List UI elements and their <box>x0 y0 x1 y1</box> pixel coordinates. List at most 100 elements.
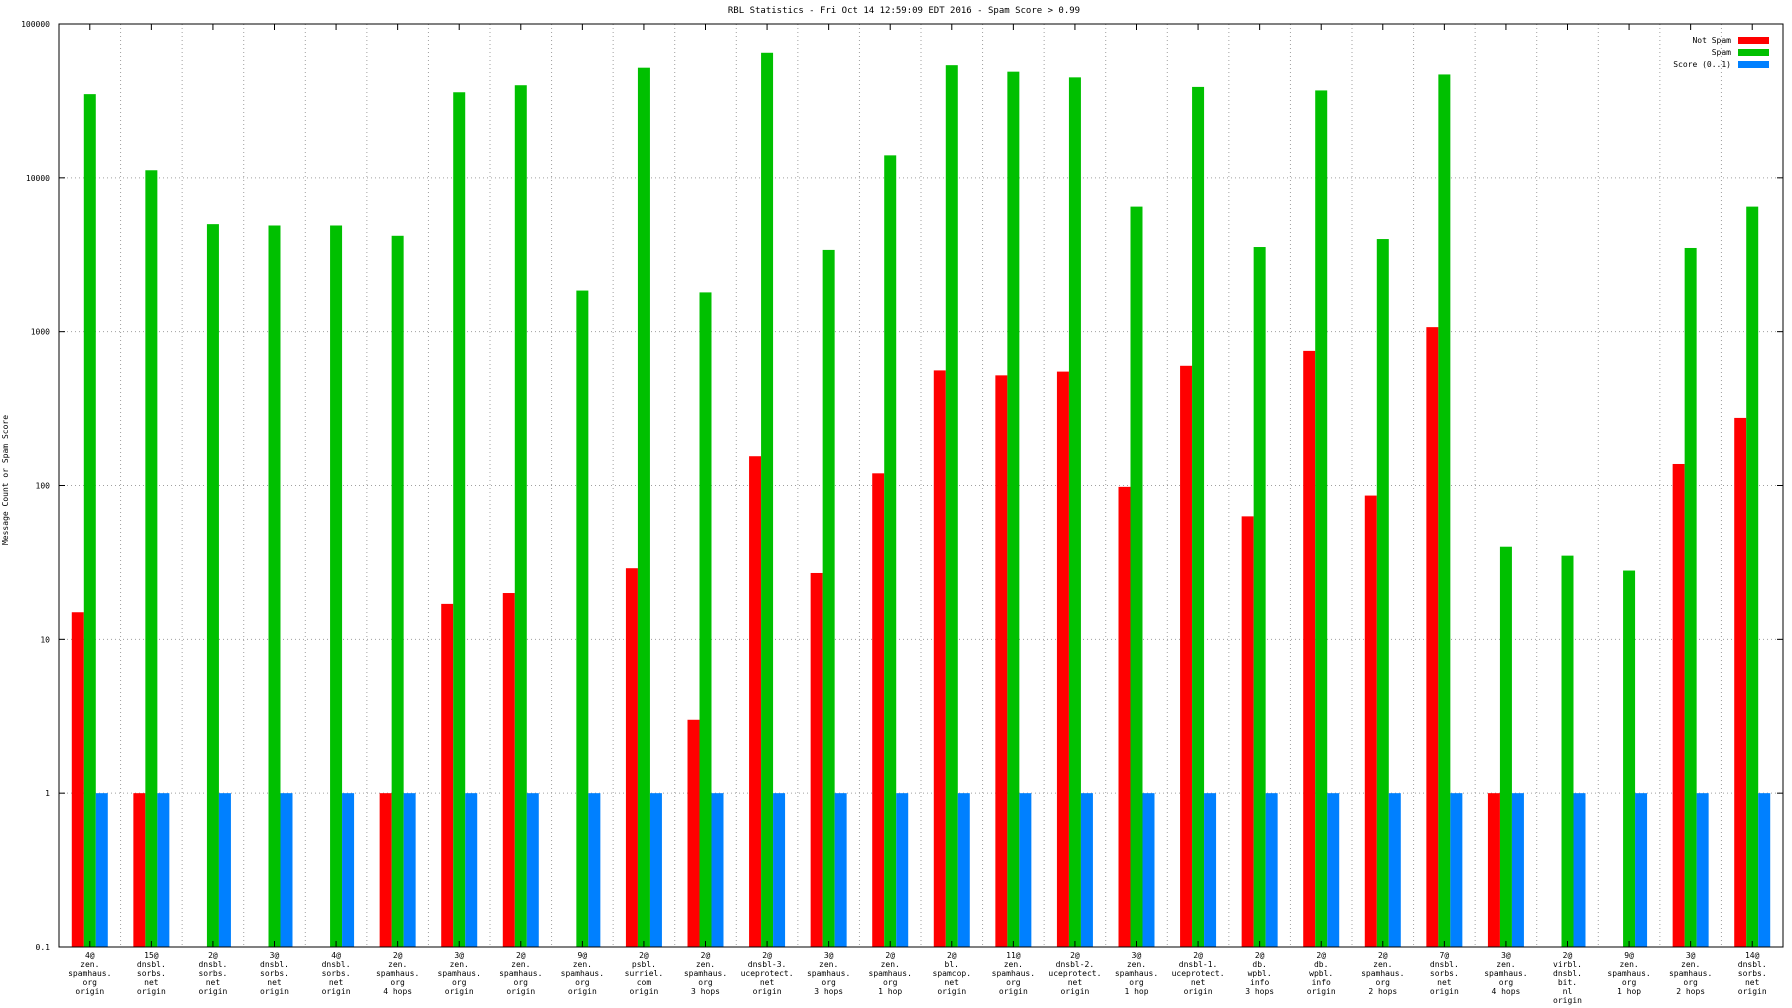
bar-spam <box>330 225 343 947</box>
bar-score-0-1- <box>1142 793 1155 947</box>
x-tick-label-line: org <box>390 978 405 987</box>
bar-not-spam <box>502 593 515 947</box>
x-tick-label-line: 15@ <box>144 951 159 960</box>
x-tick-label-line: 3@ <box>454 951 464 960</box>
x-tick-label-line: origin <box>1553 996 1582 1005</box>
bar-spam <box>1192 86 1205 947</box>
x-tick-label-line: 2@ <box>208 951 218 960</box>
bar-score-0-1- <box>711 793 724 947</box>
x-tick-label-line: 3 hops <box>691 987 720 996</box>
x-tick-label-line: wpbl. <box>1248 969 1272 978</box>
x-tick-label-line: net <box>1745 978 1760 987</box>
bar-spam <box>1561 555 1574 947</box>
x-tick-label-line: 7@ <box>1440 951 1450 960</box>
x-tick-label-line: spamhaus. <box>807 969 850 978</box>
x-tick-label-line: net <box>206 978 221 987</box>
bar-score-0-1- <box>157 793 170 947</box>
x-tick-label-line: spamhaus. <box>869 969 912 978</box>
x-tick-label-line: 2@ <box>1070 951 1080 960</box>
x-tick-label: 2@ psbl. surriel. com origin <box>625 951 664 996</box>
x-tick-label-line: org <box>883 978 898 987</box>
x-tick-label-line: bit. <box>1558 978 1577 987</box>
bar-not-spam <box>1118 486 1131 947</box>
x-tick-label-line: org <box>1129 978 1144 987</box>
x-tick-label-line: org <box>698 978 713 987</box>
bar-spam <box>1684 247 1697 947</box>
legend-swatch <box>1738 61 1769 68</box>
x-tick-label-line: zen. <box>388 960 407 969</box>
bar-score-0-1- <box>649 793 662 947</box>
bar-spam <box>145 170 158 947</box>
legend-label: Not Spam <box>1692 36 1731 45</box>
bar-score-0-1- <box>95 793 108 947</box>
x-tick-label-line: zen. <box>819 960 838 969</box>
x-tick-label-line: virbl. <box>1553 960 1582 969</box>
bar-spam <box>1746 206 1759 947</box>
bar-score-0-1- <box>1758 793 1771 947</box>
x-tick-label: 4@ zen. spamhaus. org origin <box>68 951 111 996</box>
x-tick-label: 2@ zen. spamhaus. org 2 hops <box>1361 951 1404 996</box>
x-tick-label-line: 2@ <box>701 951 711 960</box>
bar-spam <box>945 65 958 948</box>
x-tick-label-line: dnsbl. <box>137 960 166 969</box>
x-tick-label-line: 1 hop <box>1124 987 1148 996</box>
x-tick-label-line: uceprotect. <box>741 969 794 978</box>
x-tick-label: 7@ dnsbl. sorbs. net origin <box>1430 951 1459 996</box>
legend-swatch <box>1738 37 1769 44</box>
x-tick-label-line: 2@ <box>1193 951 1203 960</box>
x-tick-label-line: origin <box>629 987 658 996</box>
bar-score-0-1- <box>1573 793 1586 947</box>
x-tick-label: 15@ dnsbl. sorbs. net origin <box>137 951 166 996</box>
x-tick-label-line: spamhaus. <box>992 969 1035 978</box>
x-tick-label-line: dnsbl-2. <box>1056 960 1095 969</box>
legend-label: Score (0..1) <box>1673 60 1731 69</box>
x-tick-label: 3@ zen. spamhaus. org 1 hop <box>1115 951 1158 996</box>
x-tick-label-line: psbl. <box>632 960 656 969</box>
legend-label: Spam <box>1712 48 1731 57</box>
x-tick-label: 3@ zen. spamhaus. org 3 hops <box>807 951 850 996</box>
x-tick-label-line: dnsbl. <box>260 960 289 969</box>
x-tick-label-line: dnsbl-3. <box>748 960 787 969</box>
x-tick-label-line: zen. <box>1004 960 1023 969</box>
bar-spam <box>206 224 219 947</box>
x-tick-label: 3@ zen. spamhaus. org origin <box>438 951 481 996</box>
x-tick-label-line: org <box>1622 978 1637 987</box>
bar-score-0-1- <box>1696 793 1709 947</box>
bar-score-0-1- <box>1080 793 1093 947</box>
x-tick-label: 11@ zen. spamhaus. org origin <box>992 951 1035 996</box>
x-tick-label-line: spamcop. <box>933 969 972 978</box>
x-tick-label: 2@ zen. spamhaus. org 1 hop <box>869 951 912 996</box>
bar-spam <box>1068 77 1081 947</box>
x-tick-label: 2@ dnsbl-1. uceprotect. net origin <box>1172 951 1225 996</box>
x-tick-label-line: 2@ <box>1255 951 1265 960</box>
x-tick-label-line: zen. <box>1373 960 1392 969</box>
x-tick-label-line: 3@ <box>824 951 834 960</box>
x-tick-label: 3@ zen. spamhaus. org 2 hops <box>1669 951 1712 996</box>
x-tick-label-line: spamhaus. <box>1361 969 1404 978</box>
x-tick-label-line: sorbs. <box>137 969 166 978</box>
bar-spam <box>391 235 404 947</box>
x-tick-label-line: org <box>1683 978 1698 987</box>
x-tick-label-line: origin <box>1430 987 1459 996</box>
bar-spam <box>884 155 897 947</box>
bar-not-spam <box>1056 371 1069 947</box>
x-tick-label-line: bl. <box>945 960 959 969</box>
x-tick-label-line: origin <box>999 987 1028 996</box>
x-tick-label-line: org <box>452 978 467 987</box>
x-tick-label-line: 4@ <box>331 951 341 960</box>
bar-not-spam <box>1180 365 1193 947</box>
x-tick-label: 2@ db. wpbl. info 3 hops <box>1245 951 1274 996</box>
x-tick-label-line: uceprotect. <box>1172 969 1225 978</box>
x-tick-label-line: origin <box>1307 987 1336 996</box>
x-tick-label-line: spamhaus. <box>1484 969 1527 978</box>
x-tick-label-line: net <box>267 978 282 987</box>
x-tick-label-line: origin <box>1738 987 1767 996</box>
bar-score-0-1- <box>896 793 909 947</box>
x-tick-label: 2@ zen. spamhaus. org origin <box>499 951 542 996</box>
x-tick-label-line: origin <box>753 987 782 996</box>
x-tick-label-line: org <box>1499 978 1514 987</box>
bar-spam <box>83 94 96 948</box>
x-tick-label-line: 4 hops <box>383 987 412 996</box>
